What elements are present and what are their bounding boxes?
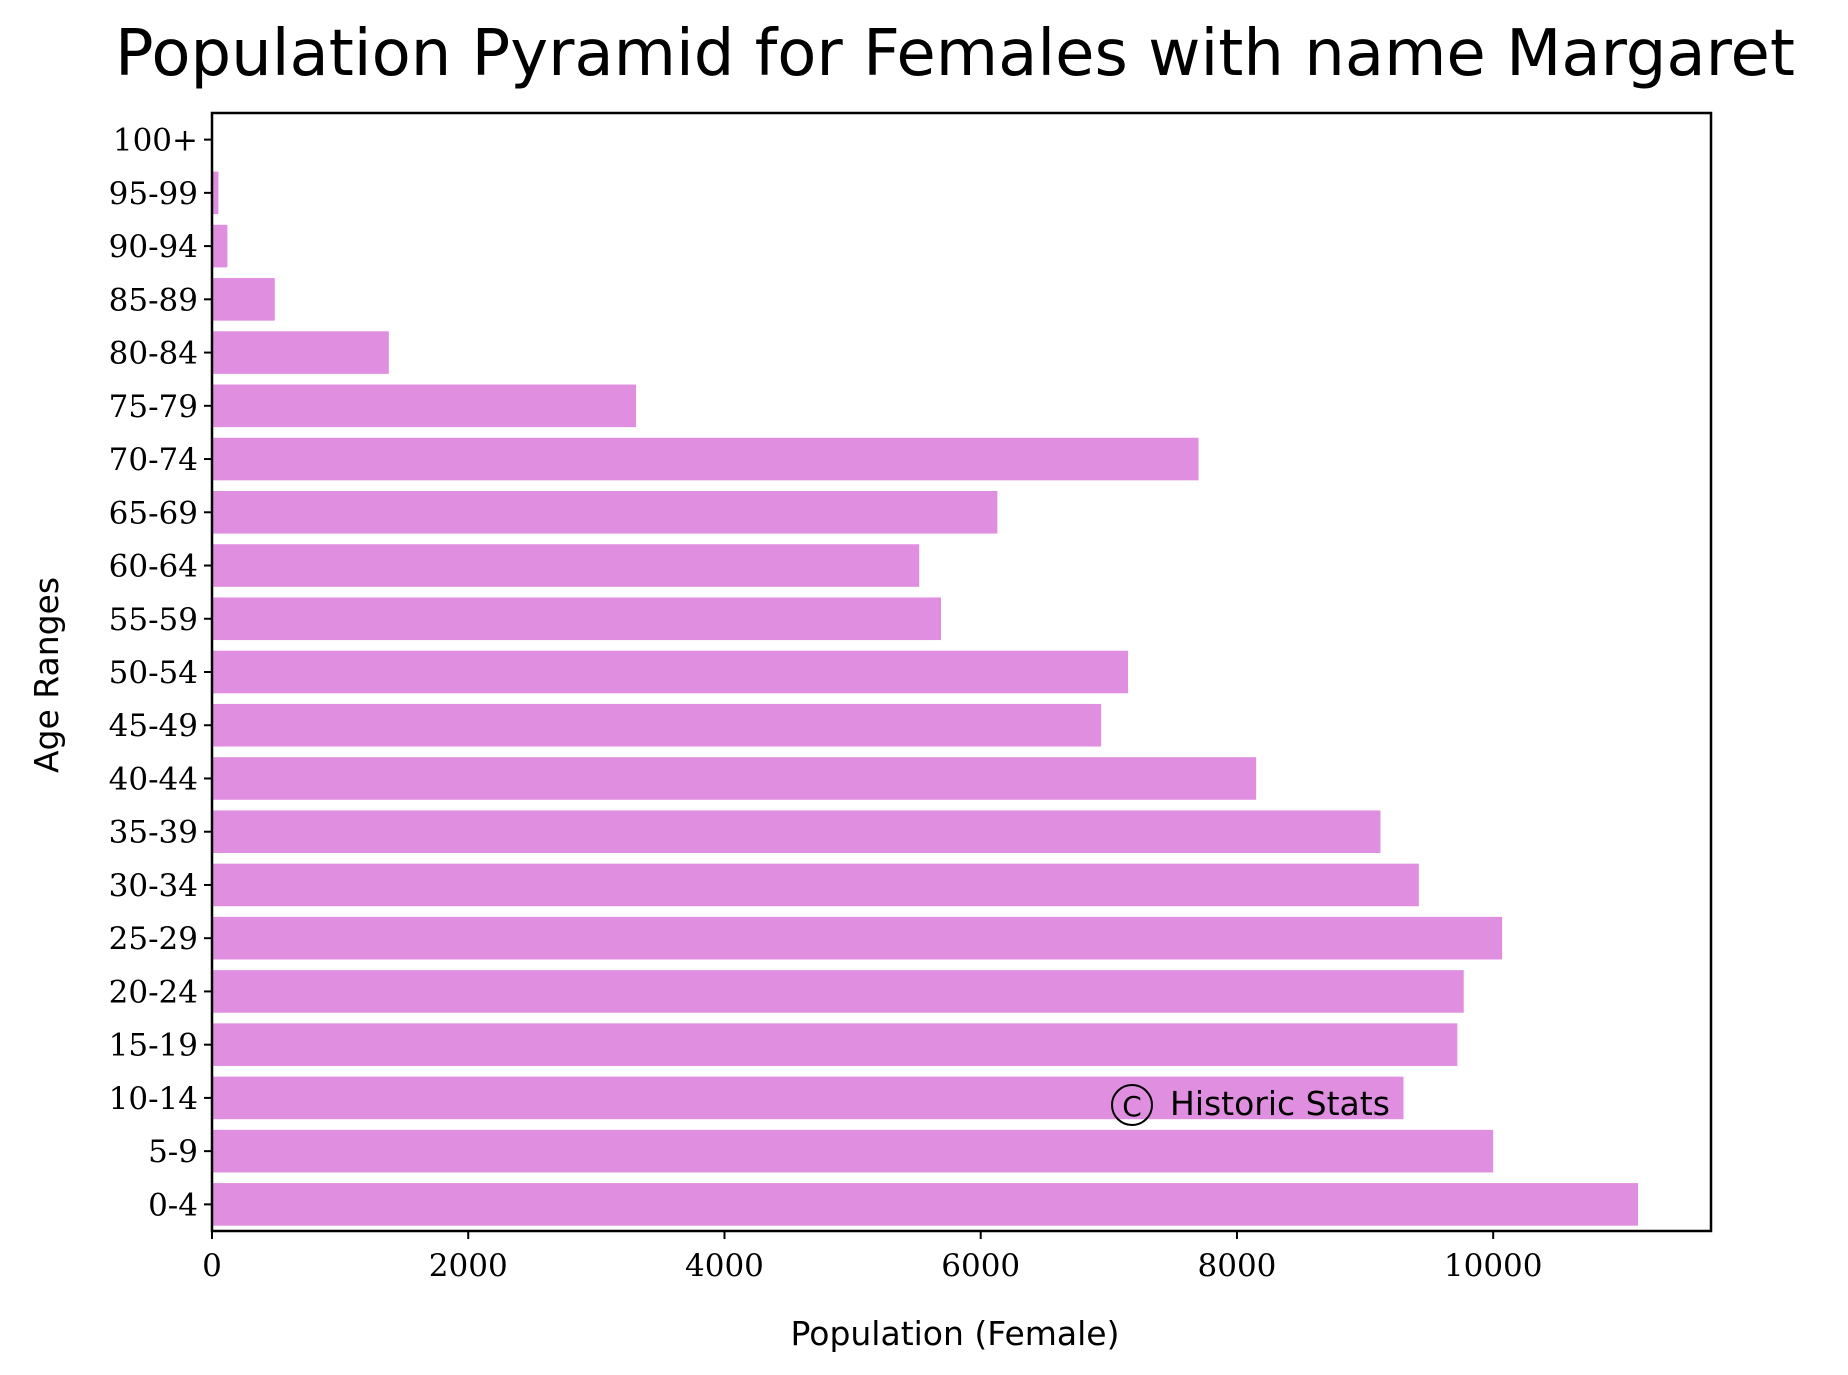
copyright-symbol: C — [1122, 1090, 1142, 1123]
y-tick-label: 0-4 — [148, 1187, 198, 1223]
y-tick-label: 95-99 — [109, 176, 198, 212]
copyright-circle-icon — [1111, 1084, 1153, 1126]
y-tick-label: 10-14 — [109, 1081, 198, 1117]
bar-45-49 — [212, 703, 1102, 747]
y-tick-label: 35-39 — [109, 815, 198, 851]
bar-65-69 — [212, 490, 998, 534]
bar-0-4 — [212, 1183, 1638, 1226]
bar-75-79 — [212, 384, 637, 428]
x-tick-label: 6000 — [941, 1248, 1020, 1284]
y-tick-label: 85-89 — [109, 282, 198, 318]
bar-5-9 — [212, 1129, 1494, 1173]
x-tick-label: 4000 — [685, 1248, 764, 1284]
bar-15-19 — [212, 1023, 1458, 1066]
bar-95-99 — [212, 171, 219, 215]
bar-70-74 — [212, 437, 1199, 481]
y-tick-label: 40-44 — [109, 761, 198, 797]
y-tick-label: 90-94 — [109, 229, 198, 265]
bar-60-64 — [212, 544, 920, 587]
y-tick-label: 30-34 — [109, 868, 198, 904]
bar-90-94 — [212, 224, 228, 268]
watermark: C Historic Stats — [1111, 1084, 1390, 1126]
y-tick-label: 50-54 — [109, 655, 198, 691]
x-tick-label: 10000 — [1444, 1248, 1543, 1284]
plot-frame — [210, 111, 1713, 1233]
x-axis-ticks: 0 2000 4000 6000 8000 10000 — [202, 1231, 1543, 1284]
y-tick-label: 100+ — [113, 123, 198, 159]
y-tick-label: 5-9 — [148, 1134, 198, 1170]
x-tick-label: 8000 — [1198, 1248, 1277, 1284]
y-tick-label: 70-74 — [109, 442, 198, 478]
y-tick-label: 60-64 — [109, 549, 198, 585]
y-tick-label: 25-29 — [109, 921, 198, 957]
y-tick-label: 65-69 — [109, 495, 198, 531]
bar-80-84 — [212, 331, 389, 374]
bar-30-34 — [212, 863, 1419, 907]
y-tick-label: 45-49 — [109, 708, 198, 744]
bar-50-54 — [212, 650, 1129, 694]
x-tick-label: 2000 — [429, 1248, 508, 1284]
watermark-text: Historic Stats — [1170, 1084, 1390, 1123]
y-axis-ticks: 0-4 5-9 10-14 15-19 20-24 25-29 30-34 35-39 40-4… — [109, 123, 212, 1223]
chart-title: Population Pyramid for Females with name… — [115, 17, 1795, 91]
bar-20-24 — [212, 970, 1464, 1013]
bar-55-59 — [212, 597, 942, 641]
bar-35-39 — [212, 810, 1381, 854]
x-axis-label: Population (Female) — [791, 1314, 1120, 1353]
bar-10-14 — [212, 1076, 1404, 1120]
y-tick-label: 20-24 — [109, 974, 198, 1010]
y-axis-label: Age Ranges — [27, 577, 66, 773]
bar-25-29 — [212, 916, 1503, 960]
bar-85-89 — [212, 278, 275, 321]
x-tick-label: 0 — [202, 1248, 222, 1284]
y-tick-label: 15-19 — [109, 1028, 198, 1064]
y-tick-label: 80-84 — [109, 336, 198, 372]
y-tick-label: 75-79 — [109, 389, 198, 425]
bar-40-44 — [212, 757, 1257, 800]
y-tick-label: 55-59 — [109, 602, 198, 638]
bars-group — [212, 171, 1638, 1226]
